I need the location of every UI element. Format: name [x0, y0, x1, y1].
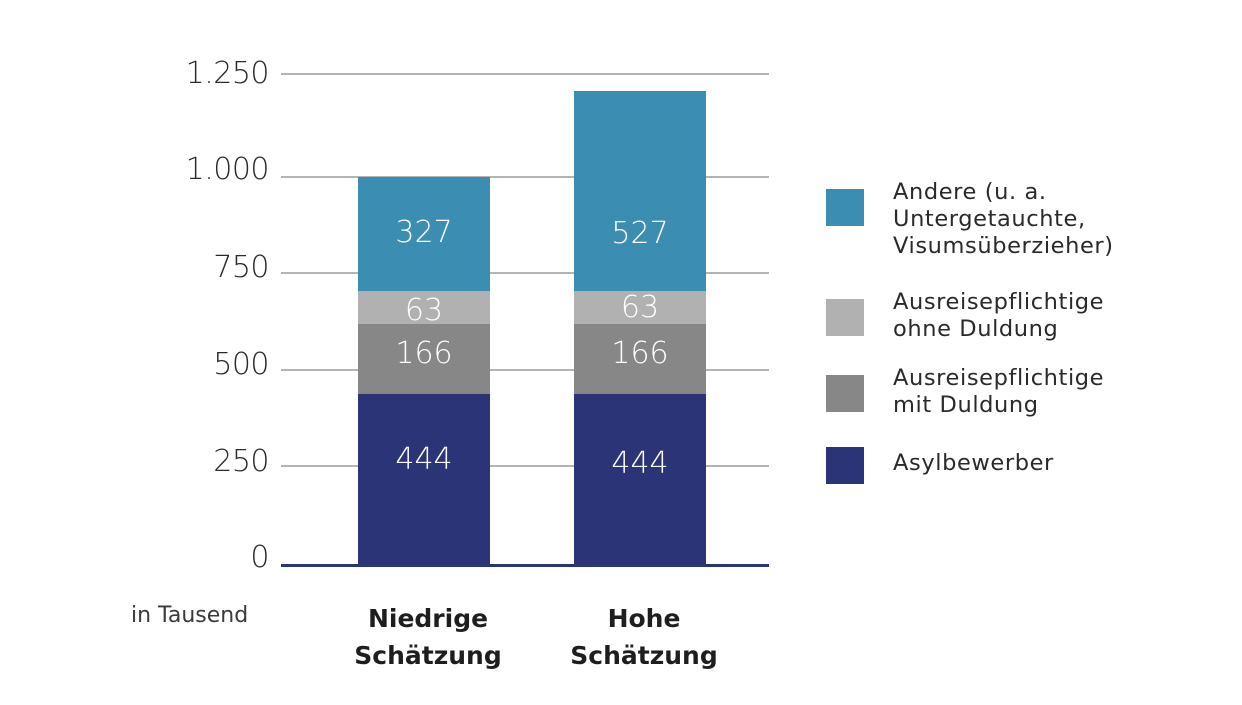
segment-asylbewerber: 444	[574, 394, 706, 566]
gridline-750	[281, 272, 769, 274]
segment-andere: 527	[574, 91, 706, 291]
gridline-250	[281, 465, 769, 467]
legend-label: Asylbewerber	[893, 450, 1054, 476]
legend-swatch	[826, 189, 864, 226]
segment-ohne-duldung: 63	[358, 291, 490, 328]
legend-swatch	[826, 375, 864, 412]
category-label-line: Schätzung	[570, 641, 718, 670]
legend-label: Ausreisepflichtige mit Duldung	[893, 365, 1105, 418]
bar-hohe-schaetzung: 527 63 166 444	[574, 91, 706, 566]
segment-asylbewerber: 444	[358, 394, 490, 566]
segment-value-label: 444	[611, 446, 669, 481]
y-tick-label: 250	[213, 444, 269, 479]
legend-label: Ausreisepflichtige ohne Duldung	[893, 289, 1105, 342]
segment-ohne-duldung: 63	[574, 290, 706, 325]
category-label-line: Schätzung	[354, 641, 502, 670]
segment-value-label: 527	[611, 215, 669, 251]
segment-value-label: 444	[395, 442, 453, 477]
x-axis-baseline	[281, 564, 769, 567]
segment-mit-duldung: 166	[358, 324, 490, 394]
y-tick-label: 1.000	[185, 152, 270, 187]
y-tick-label: 1.250	[185, 56, 270, 91]
gridline-1000	[281, 176, 769, 178]
segment-value-label: 63	[620, 290, 660, 325]
gridline-1250	[281, 73, 769, 75]
legend-swatch	[826, 447, 864, 484]
x-category-label-hohe: Hohe Schätzung	[534, 600, 754, 674]
segment-mit-duldung: 166	[574, 324, 706, 394]
x-category-label-niedrige: Niedrige Schätzung	[318, 600, 538, 674]
y-tick-label: 0	[250, 540, 269, 575]
legend-swatch	[826, 299, 864, 336]
segment-value-label: 63	[404, 293, 444, 328]
y-tick-label: 750	[213, 250, 269, 285]
gridline-500	[281, 369, 769, 371]
segment-value-label: 327	[395, 214, 453, 250]
category-label-line: Hohe	[607, 604, 681, 633]
segment-value-label: 166	[611, 335, 669, 371]
category-label-line: Niedrige	[367, 604, 489, 633]
segment-value-label: 166	[395, 335, 453, 371]
legend-label: Andere (u. a. Untergetauchte, Visumsüber…	[893, 179, 1114, 259]
y-tick-label: 500	[213, 347, 269, 382]
segment-andere: 327	[358, 177, 490, 291]
unit-label: in Tausend	[131, 603, 249, 628]
bar-niedrige-schaetzung: 327 63 166 444	[358, 177, 490, 566]
